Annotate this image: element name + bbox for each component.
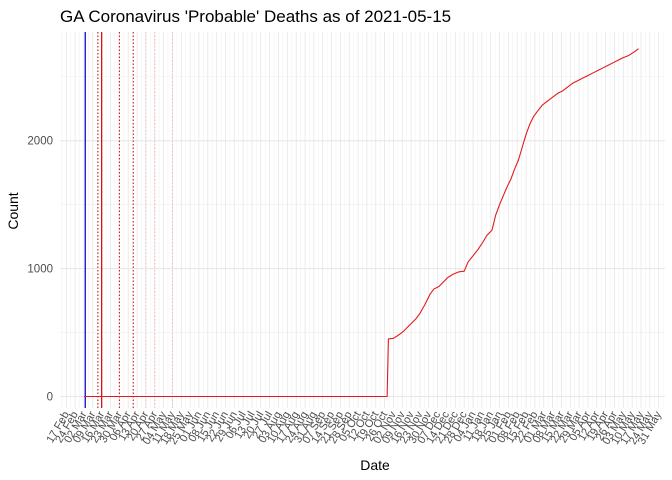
x-axis-title: Date [360,457,390,473]
y-tick-label: 2000 [27,136,53,148]
y-tick-label: 0 [47,391,53,403]
reference-lines [84,32,173,408]
minor-gridlines [60,32,665,408]
series-group [84,48,639,398]
series-line [84,48,639,398]
y-tick-labels: 0 1000 2000 [27,136,53,404]
chart-title: GA Coronavirus 'Probable' Deaths as of 2… [60,7,451,26]
y-tick-label: 1000 [27,264,53,276]
major-gridlines [60,32,665,408]
y-axis-title: Count [5,192,21,229]
